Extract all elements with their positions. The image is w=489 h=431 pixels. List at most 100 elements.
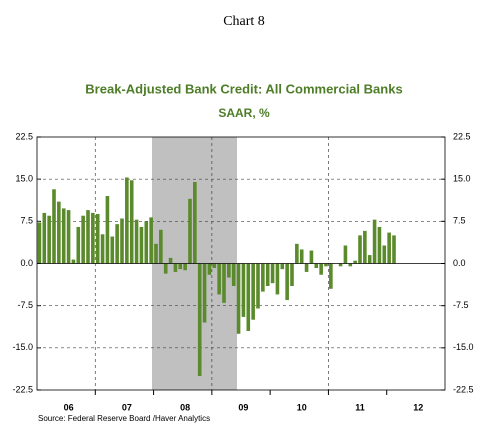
source-note: Source: Federal Reserve Board /Haver Ana… (38, 414, 210, 423)
bar (193, 181, 197, 264)
y-tick-label: 22.5 (15, 131, 33, 141)
bar (105, 196, 110, 264)
bar (348, 263, 353, 267)
bar (377, 226, 382, 264)
bar (100, 234, 105, 264)
bar (231, 263, 236, 286)
bar (387, 232, 391, 264)
bar (329, 263, 333, 289)
bar (222, 263, 226, 303)
bar (139, 226, 144, 264)
bar (343, 245, 348, 264)
bar (367, 255, 372, 264)
bar (314, 263, 319, 268)
bar (372, 219, 377, 264)
bar (227, 263, 231, 278)
y-tick-label: -15.0 (12, 342, 33, 352)
y-tick-label: -22.5 (12, 384, 33, 394)
bar (66, 210, 71, 264)
bar (241, 263, 246, 317)
bar (202, 263, 207, 323)
chart-subtitle: SAAR, % (218, 106, 270, 120)
x-tick-label: 12 (413, 402, 423, 412)
y-tick-label: 15.0 (15, 174, 33, 184)
bar (86, 210, 90, 264)
bar (125, 177, 129, 264)
bar (47, 215, 51, 264)
bar (188, 198, 192, 264)
bar (134, 219, 139, 264)
bar (183, 263, 187, 271)
x-tick-label: 07 (122, 402, 132, 412)
bar (265, 263, 270, 286)
bar (149, 217, 153, 264)
bar (256, 263, 260, 309)
bar (275, 263, 280, 295)
y2-tick-label: -22.5 (453, 384, 474, 394)
bar (178, 263, 183, 270)
bar (358, 235, 362, 264)
bar (324, 263, 328, 267)
bar (392, 235, 396, 264)
bar (261, 263, 265, 292)
bar (304, 263, 309, 272)
bar (163, 263, 168, 274)
bar (246, 263, 251, 331)
bar (115, 224, 119, 264)
bar (290, 263, 294, 286)
bar (309, 250, 314, 264)
bar (95, 214, 100, 264)
bar (285, 263, 289, 301)
bar (110, 236, 115, 264)
x-tick-label: 10 (297, 402, 307, 412)
y2-tick-label: 0.0 (453, 258, 466, 268)
bar (217, 263, 221, 295)
bar (207, 263, 212, 275)
bar (144, 221, 149, 264)
bar (363, 230, 367, 264)
bar (71, 259, 76, 264)
chart-heading: Chart 8 (223, 14, 265, 29)
bar (76, 226, 81, 264)
y2-tick-label: 15.0 (453, 174, 471, 184)
y2-tick-label: -15.0 (453, 342, 474, 352)
x-tick-label: 11 (355, 402, 365, 412)
y-tick-label: 7.5 (20, 216, 33, 226)
chart-title: Break-Adjusted Bank Credit: All Commerci… (85, 81, 402, 96)
y2-tick-label: 7.5 (453, 216, 466, 226)
bar (236, 263, 241, 334)
bar (42, 212, 47, 264)
bar (81, 215, 85, 264)
x-tick-label: 06 (64, 402, 74, 412)
bar (52, 189, 56, 264)
plot-frame (36, 136, 446, 391)
bar (299, 249, 304, 264)
bar (154, 243, 158, 264)
bar (159, 229, 163, 264)
bar (129, 180, 134, 264)
bar (280, 263, 285, 270)
bar (319, 263, 323, 275)
bar (382, 245, 387, 264)
bar (270, 263, 275, 284)
bar (295, 243, 299, 264)
bar (168, 257, 173, 264)
bar (61, 208, 66, 264)
y2-tick-label: 22.5 (453, 131, 471, 141)
bar (338, 263, 343, 267)
y2-tick-label: -7.5 (453, 300, 469, 310)
bar (91, 212, 95, 264)
bar (173, 263, 178, 272)
bar (353, 260, 357, 264)
y-tick-label: 0.0 (20, 258, 33, 268)
bar (251, 263, 255, 320)
x-tick-label: 09 (238, 402, 248, 412)
x-tick-label: 08 (180, 402, 190, 412)
y-tick-label: -7.5 (17, 300, 33, 310)
bar (120, 218, 124, 264)
bar (197, 263, 202, 376)
bar (37, 222, 42, 264)
bar (57, 201, 61, 264)
bar (212, 263, 217, 268)
